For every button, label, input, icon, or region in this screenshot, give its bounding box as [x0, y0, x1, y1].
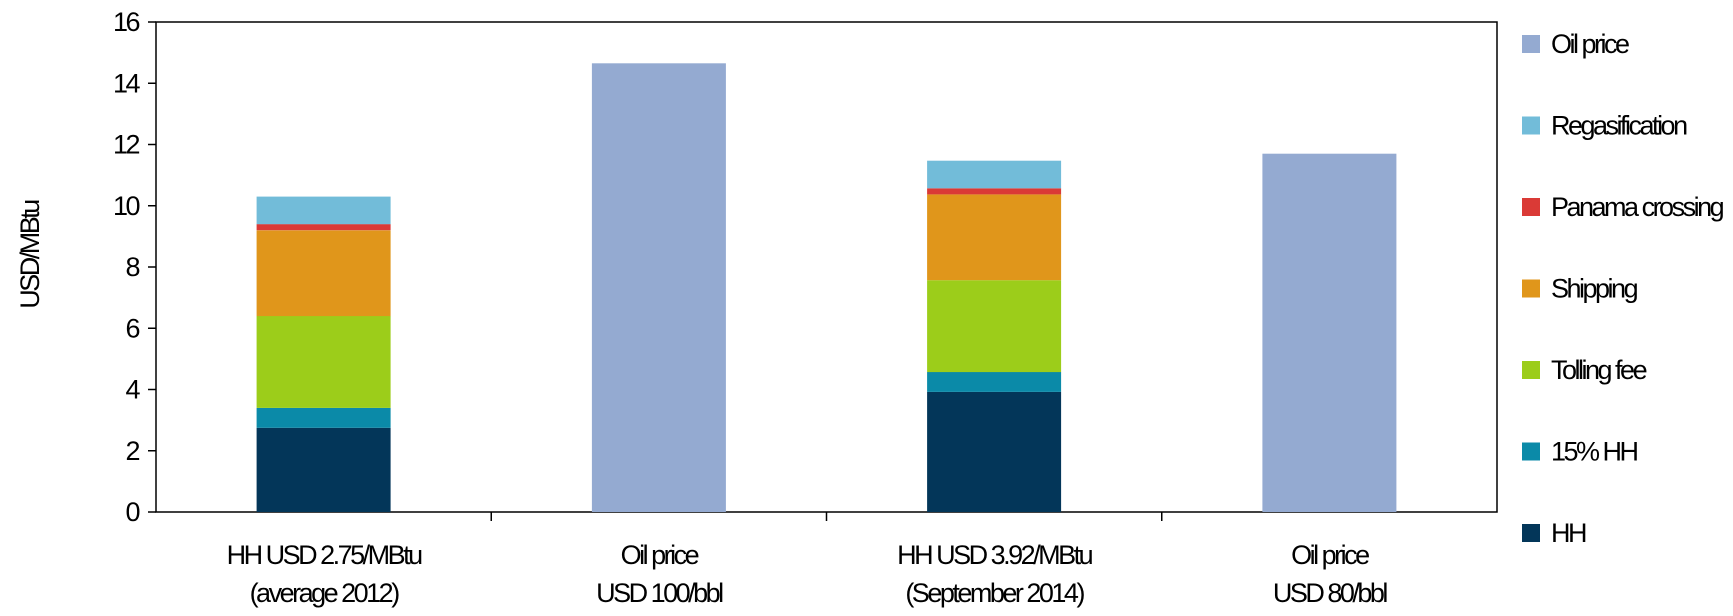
legend-swatch: [1522, 442, 1540, 461]
y-tick-label: 16: [113, 7, 140, 37]
bar-segment-shipping: [927, 194, 1062, 281]
x-category-label: USD 80/bbl: [1273, 578, 1388, 608]
legend-swatch: [1522, 116, 1540, 135]
legend: Oil price Regasification Panama crossing Sh…: [1522, 29, 1726, 548]
y-tick-label: 14: [113, 68, 141, 98]
y-tick-label: 6: [125, 313, 139, 343]
legend-swatch: [1522, 524, 1540, 542]
y-tick-label: 0: [125, 497, 139, 527]
legend-label: Oil price: [1551, 29, 1629, 59]
legend-swatch: [1522, 279, 1540, 298]
legend-label: Shipping: [1551, 274, 1638, 304]
legend-label: 15% HH: [1551, 437, 1638, 467]
x-axis: HH USD 2.75/MBtu (average 2012) Oil price U…: [227, 512, 1390, 608]
legend-label: Panama crossing: [1551, 192, 1724, 222]
x-category-label: HH USD 3.92/MBtu: [897, 540, 1093, 570]
legend-label: Regasification: [1551, 111, 1687, 141]
y-tick-label: 4: [125, 375, 140, 405]
legend-swatch: [1522, 35, 1540, 53]
legend-label: HH: [1551, 518, 1586, 548]
bar-segment-15-hh: [927, 372, 1062, 392]
x-category-label: HH USD 2.75/MBtu: [227, 540, 423, 570]
x-category-label: Oil price: [1291, 540, 1369, 570]
bar-segment-shipping: [256, 230, 391, 317]
bar-segment-panama-crossing: [927, 188, 1062, 195]
legend-swatch: [1522, 198, 1540, 216]
bars: [256, 63, 1397, 513]
x-category-label: USD 100/bbl: [596, 578, 723, 608]
bar-segment-tolling-fee: [256, 316, 391, 408]
y-tick-label: 8: [125, 252, 139, 282]
bar-segment-15-hh: [256, 407, 391, 428]
x-category-label: Oil price: [621, 540, 699, 570]
y-tick-label: 10: [113, 191, 140, 221]
legend-label: Tolling fee: [1551, 355, 1647, 385]
x-category-label: (September 2014): [905, 578, 1084, 608]
bar-segment-hh: [256, 427, 391, 512]
y-tick-label: 12: [113, 130, 140, 160]
x-category-label: (average 2012): [250, 578, 400, 608]
bar-segment-oil-price: [1262, 153, 1397, 512]
y-tick-label: 2: [125, 436, 139, 466]
bar-segment-tolling-fee: [927, 280, 1062, 373]
bar-segment-hh: [927, 391, 1062, 512]
bar-segment-regasification: [927, 160, 1062, 189]
bar-segment-panama-crossing: [256, 224, 391, 231]
bar-segment-regasification: [256, 196, 391, 225]
y-axis-label: USD/MBtu: [15, 200, 45, 309]
legend-swatch: [1522, 361, 1540, 379]
bar-segment-oil-price: [591, 63, 726, 513]
